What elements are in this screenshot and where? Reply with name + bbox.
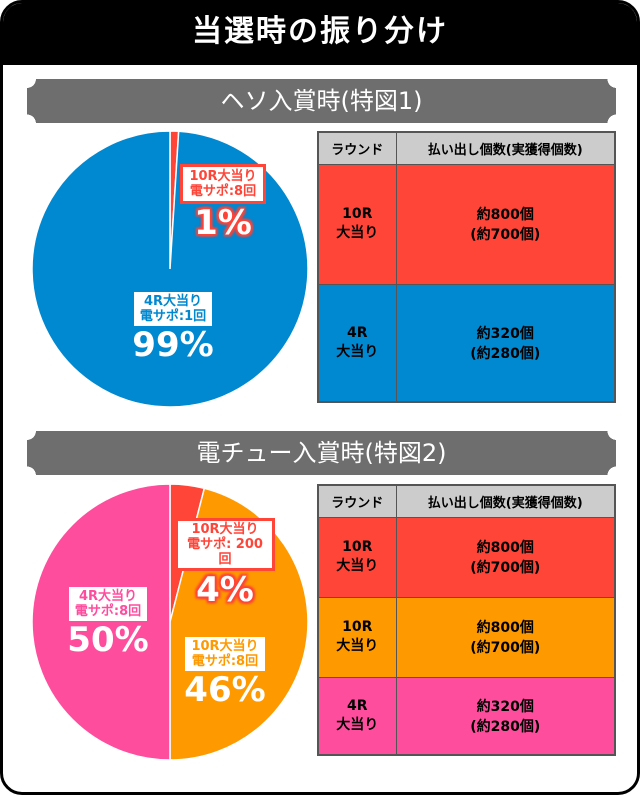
cell-line: 10R <box>342 206 373 222</box>
table-cell-round: 4R 大当り <box>317 676 397 756</box>
table-row: 4R 大当り 約320個 (約280個) <box>317 676 616 756</box>
cell-line: 大当り <box>336 225 379 241</box>
cell-line: 10R <box>342 539 373 555</box>
cell-line: (約280個) <box>470 345 541 362</box>
slice-percent: 50% <box>67 620 149 660</box>
table-header: 払い出し個数(実獲得個数) <box>395 484 616 518</box>
cell-line: 約320個 <box>476 698 534 715</box>
cell-line: 約800個 <box>476 620 534 636</box>
cell-line: (約700個) <box>470 227 541 243</box>
table-row: 10R 大当り 約800個 (約700個) <box>317 163 616 285</box>
cell-line: 大当り <box>336 558 379 574</box>
slice-sub-text: 電サポ:8回 <box>191 654 259 669</box>
slice-label-text: 4R大当り <box>78 589 138 604</box>
table-cell-round: 10R 大当り <box>317 516 397 598</box>
table-row: 10R 大当り 約800個 (約700個) <box>317 596 616 678</box>
table-cell-payout: 約320個 (約280個) <box>395 676 616 756</box>
slice-sub-text: 電サポ:8回 <box>189 184 257 199</box>
table-cell-payout: 約800個 (約700個) <box>395 516 616 598</box>
cell-line: 約800個 <box>476 207 534 223</box>
table-cell-round: 4R 大当り <box>317 283 397 403</box>
slice-label-denchu-4r: 4R大当り 電サポ:8回 50% <box>58 587 158 659</box>
slice-percent: 46% <box>184 670 266 710</box>
slice-label-denchu-10r-8: 10R大当り 電サポ:8回 46% <box>179 637 271 709</box>
table-cell-round: 10R 大当り <box>317 596 397 678</box>
cell-line: 大当り <box>336 343 379 360</box>
slice-label-heso-10r: 10R大当り 電サポ:8回 1% <box>173 164 273 242</box>
slice-label-text: 10R大当り <box>189 169 257 184</box>
section-title-heso: ヘソ入賞時(特図1) <box>27 79 616 123</box>
cell-line: (約700個) <box>470 560 541 576</box>
slice-label-denchu-10r-200: 10R大当り 電サポ: 200回 4% <box>175 518 275 609</box>
slice-label-text: 10R大当り <box>191 522 259 537</box>
slice-percent: 99% <box>132 325 214 365</box>
slice-percent: 1% <box>194 203 252 243</box>
table-header: 払い出し個数(実獲得個数) <box>395 131 616 165</box>
table-cell-payout: 約800個 (約700個) <box>395 596 616 678</box>
table-header: ラウンド <box>317 484 397 518</box>
table-row: 4R 大当り 約320個 (約280個) <box>317 283 616 403</box>
payout-table-heso: ラウンド 払い出し個数(実獲得個数) 10R 大当り 約800個 (約700個) 4R 大当り… <box>317 131 616 403</box>
payout-table-denchu: ラウンド 払い出し個数(実獲得個数) 10R 大当り 約800個 (約700個) 10R 大当… <box>317 484 616 756</box>
cell-line: (約280個) <box>470 718 541 735</box>
slice-sub-text: 電サポ:1回 <box>139 309 207 324</box>
slice-label-text: 10R大当り <box>191 639 259 654</box>
cell-line: (約700個) <box>470 640 541 656</box>
table-cell-round: 10R 大当り <box>317 163 397 285</box>
cell-line: 約320個 <box>476 325 534 342</box>
page-title: 当選時の振り分け <box>3 3 637 65</box>
slice-label-text: 4R大当り <box>143 294 203 309</box>
table-cell-payout: 約800個 (約700個) <box>395 163 616 285</box>
table-cell-payout: 約320個 (約280個) <box>395 283 616 403</box>
cell-line: 4R <box>346 697 368 714</box>
slice-percent: 4% <box>196 570 254 610</box>
cell-line: 大当り <box>336 716 379 733</box>
cell-line: 約800個 <box>476 540 534 556</box>
cell-line: 大当り <box>336 638 379 654</box>
cell-line: 4R <box>346 324 368 341</box>
cell-line: 10R <box>342 619 373 635</box>
slice-sub-text: 電サポ: 200回 <box>187 537 263 567</box>
pie-slice <box>31 483 171 761</box>
table-row: 10R 大当り 約800個 (約700個) <box>317 516 616 598</box>
slice-label-heso-4r: 4R大当り 電サポ:1回 99% <box>113 292 233 364</box>
section-title-denchu: 電チュー入賞時(特図2) <box>27 431 616 475</box>
table-header: ラウンド <box>317 131 397 165</box>
slice-sub-text: 電サポ:8回 <box>74 604 142 619</box>
